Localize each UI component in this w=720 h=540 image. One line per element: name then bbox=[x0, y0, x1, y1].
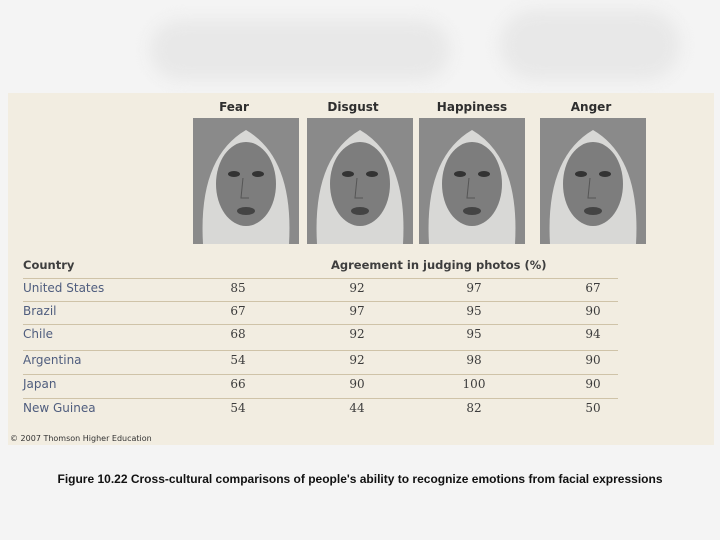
agreement-value: 82 bbox=[466, 401, 482, 415]
agreement-value: 50 bbox=[585, 401, 601, 415]
agreement-value: 94 bbox=[585, 327, 601, 341]
agreement-value: 54 bbox=[230, 401, 246, 415]
country-name: Japan bbox=[23, 377, 57, 391]
background-shape bbox=[150, 20, 450, 80]
agreement-value: 97 bbox=[466, 281, 482, 295]
agreement-value: 90 bbox=[349, 377, 365, 391]
emotion-header: Fear bbox=[219, 100, 249, 114]
agreement-value: 90 bbox=[585, 377, 601, 391]
agreement-value: 67 bbox=[230, 304, 246, 318]
row-rule bbox=[23, 350, 618, 351]
agreement-value: 54 bbox=[230, 353, 246, 367]
face-anger bbox=[539, 117, 647, 245]
agreement-header: Agreement in judging photos (%) bbox=[331, 258, 547, 272]
emotion-header: Disgust bbox=[327, 100, 379, 114]
face-fear bbox=[192, 117, 300, 245]
row-rule bbox=[23, 278, 618, 279]
row-rule bbox=[23, 398, 618, 399]
face-photos bbox=[192, 117, 647, 245]
row-rule bbox=[23, 374, 618, 375]
agreement-value: 66 bbox=[230, 377, 246, 391]
row-rule bbox=[23, 324, 618, 325]
country-header: Country bbox=[23, 258, 75, 272]
emotion-header: Happiness bbox=[436, 100, 508, 114]
agreement-value: 98 bbox=[466, 353, 482, 367]
country-name: New Guinea bbox=[23, 401, 96, 415]
country-name: Chile bbox=[23, 327, 54, 341]
figure-panel: Country Agreement in judging photos (%) … bbox=[8, 93, 714, 445]
agreement-value: 44 bbox=[349, 401, 365, 415]
agreement-value: 90 bbox=[585, 353, 601, 367]
copyright: © 2007 Thomson Higher Education bbox=[10, 434, 152, 443]
caption: Figure 10.22 Cross-cultural comparisons … bbox=[57, 472, 663, 486]
face-happiness bbox=[418, 117, 526, 245]
background-shape bbox=[500, 10, 680, 80]
agreement-value: 90 bbox=[585, 304, 601, 318]
agreement-value: 97 bbox=[349, 304, 365, 318]
row-rule bbox=[23, 301, 618, 302]
face-disgust bbox=[306, 117, 414, 245]
agreement-value: 92 bbox=[349, 353, 365, 367]
agreement-value: 67 bbox=[585, 281, 601, 295]
country-name: Argentina bbox=[23, 353, 82, 367]
agreement-value: 92 bbox=[349, 281, 365, 295]
agreement-value: 85 bbox=[230, 281, 246, 295]
country-name: United States bbox=[23, 281, 105, 295]
agreement-value: 95 bbox=[466, 304, 482, 318]
agreement-value: 92 bbox=[349, 327, 365, 341]
country-name: Brazil bbox=[23, 304, 57, 318]
agreement-value: 95 bbox=[466, 327, 482, 341]
agreement-value: 68 bbox=[230, 327, 246, 341]
emotion-header: Anger bbox=[570, 100, 612, 114]
agreement-value: 100 bbox=[462, 377, 486, 391]
